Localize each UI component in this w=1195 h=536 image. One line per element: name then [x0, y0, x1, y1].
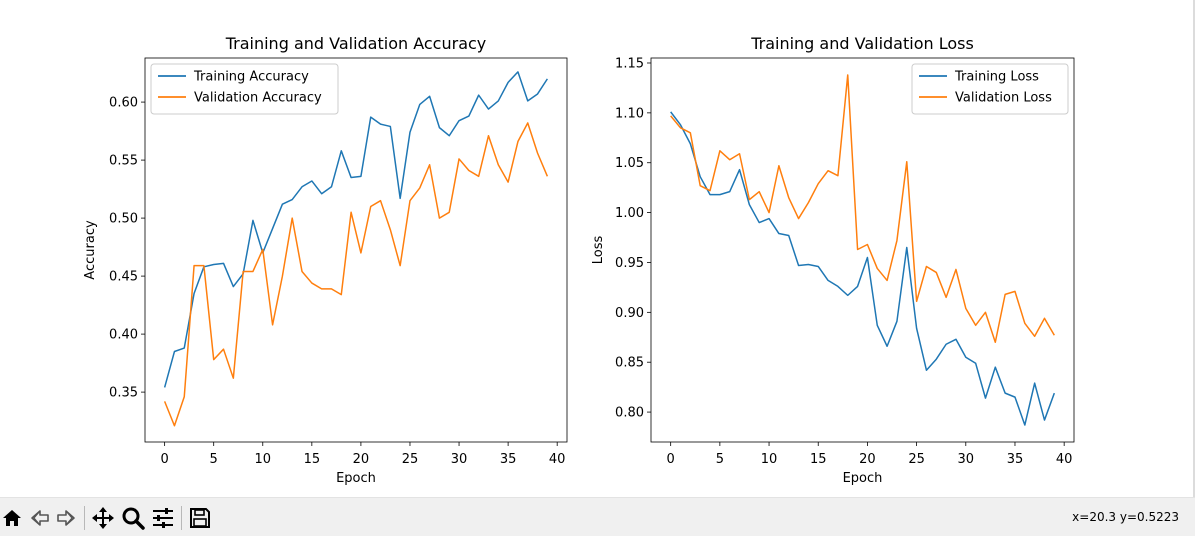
y-tick-label: 0.50	[109, 212, 138, 227]
plot-area	[651, 58, 1074, 442]
x-axis-label: Epoch	[843, 471, 883, 486]
x-tick-label: 20	[353, 452, 370, 467]
x-tick-label: 5	[210, 452, 218, 467]
y-tick-label: 1.00	[615, 206, 644, 221]
x-tick-label: 15	[304, 452, 321, 467]
y-tick-label: 1.15	[615, 56, 644, 71]
figure-canvas: 0 5 10 15 20 25 30 35 40 0.35 0.40 0.45 0.50 0.55 0.60…	[83, 0, 1195, 497]
navigation-toolbar: x=20.3 y=0.5223	[0, 497, 1195, 536]
y-tick-label: 0.40	[109, 328, 138, 343]
chart-loss: 0 5 10 15 20 25 30 35 40 0.80 0.85 0.90 0.95 1.00 1.05…	[591, 34, 1075, 486]
legend: Training Loss Validation Loss	[911, 63, 1069, 115]
y-tick-label: 0.85	[615, 356, 644, 371]
series-line-validation-accuracy	[163, 122, 549, 427]
legend-label: Validation Loss	[955, 91, 1052, 106]
legend: Training Accuracy Validation Accuracy	[150, 63, 339, 115]
y-tick-label: 0.35	[109, 386, 138, 401]
save-floppy-icon[interactable]	[188, 506, 212, 530]
y-tick-label: 0.80	[615, 406, 644, 421]
pan-move-icon[interactable]	[91, 506, 115, 530]
series-line-validation-loss	[670, 74, 1055, 344]
x-tick-label: 10	[761, 452, 778, 467]
series-line-training-accuracy	[163, 71, 548, 388]
x-tick-label: 0	[160, 452, 168, 467]
x-tick-label: 30	[451, 452, 468, 467]
y-tick-label: 0.90	[615, 306, 644, 321]
x-tick-label: 30	[958, 452, 975, 467]
x-tick-label: 15	[810, 452, 827, 467]
window-edge	[1193, 0, 1195, 497]
configure-subplots-icon[interactable]	[151, 506, 175, 530]
x-tick-label: 25	[908, 452, 925, 467]
y-tick-label: 0.45	[109, 270, 138, 285]
y-tick-label: 0.60	[109, 96, 138, 111]
y-tick-label: 0.95	[615, 256, 644, 271]
chart-title: Training and Validation Accuracy	[225, 34, 487, 53]
x-tick-label: 0	[667, 452, 675, 467]
y-tick-label: 0.55	[109, 154, 138, 169]
x-tick-label: 20	[859, 452, 876, 467]
x-axis-label: Epoch	[336, 471, 376, 486]
zoom-magnifier-icon[interactable]	[121, 506, 145, 530]
legend-frame	[911, 63, 1069, 115]
chart-title: Training and Validation Loss	[750, 34, 974, 53]
coordinate-readout: x=20.3 y=0.5223	[1072, 510, 1179, 524]
toolbar-separator	[84, 506, 85, 530]
legend-frame	[150, 63, 339, 115]
x-tick-label: 35	[500, 452, 517, 467]
legend-label: Training Loss	[954, 70, 1039, 85]
x-tick-label: 40	[1056, 452, 1073, 467]
y-tick-label: 1.10	[615, 106, 644, 121]
x-tick-label: 40	[549, 452, 566, 467]
axes-frame	[144, 57, 568, 443]
axes-frame	[650, 57, 1075, 443]
chart-accuracy: 0 5 10 15 20 25 30 35 40 0.35 0.40 0.45 0.50 0.55 0.60…	[83, 34, 568, 486]
legend-label: Training Accuracy	[193, 70, 309, 85]
x-tick-label: 5	[716, 452, 724, 467]
y-axis-label: Loss	[591, 236, 606, 265]
home-icon[interactable]	[0, 506, 24, 530]
chart-figure: 0 5 10 15 20 25 30 35 40 0.35 0.40 0.45 0.50 0.55 0.60…	[83, 34, 1075, 486]
toolbar-separator	[181, 506, 182, 530]
x-tick-label: 10	[254, 452, 271, 467]
plot-area	[145, 58, 567, 442]
legend-label: Validation Accuracy	[194, 91, 322, 106]
forward-arrow-icon[interactable]	[54, 506, 78, 530]
x-tick-label: 35	[1007, 452, 1024, 467]
y-tick-label: 1.05	[615, 156, 644, 171]
y-axis-label: Accuracy	[83, 220, 98, 280]
x-tick-label: 25	[402, 452, 419, 467]
series-line-training-loss	[670, 111, 1056, 426]
back-arrow-icon[interactable]	[28, 506, 52, 530]
